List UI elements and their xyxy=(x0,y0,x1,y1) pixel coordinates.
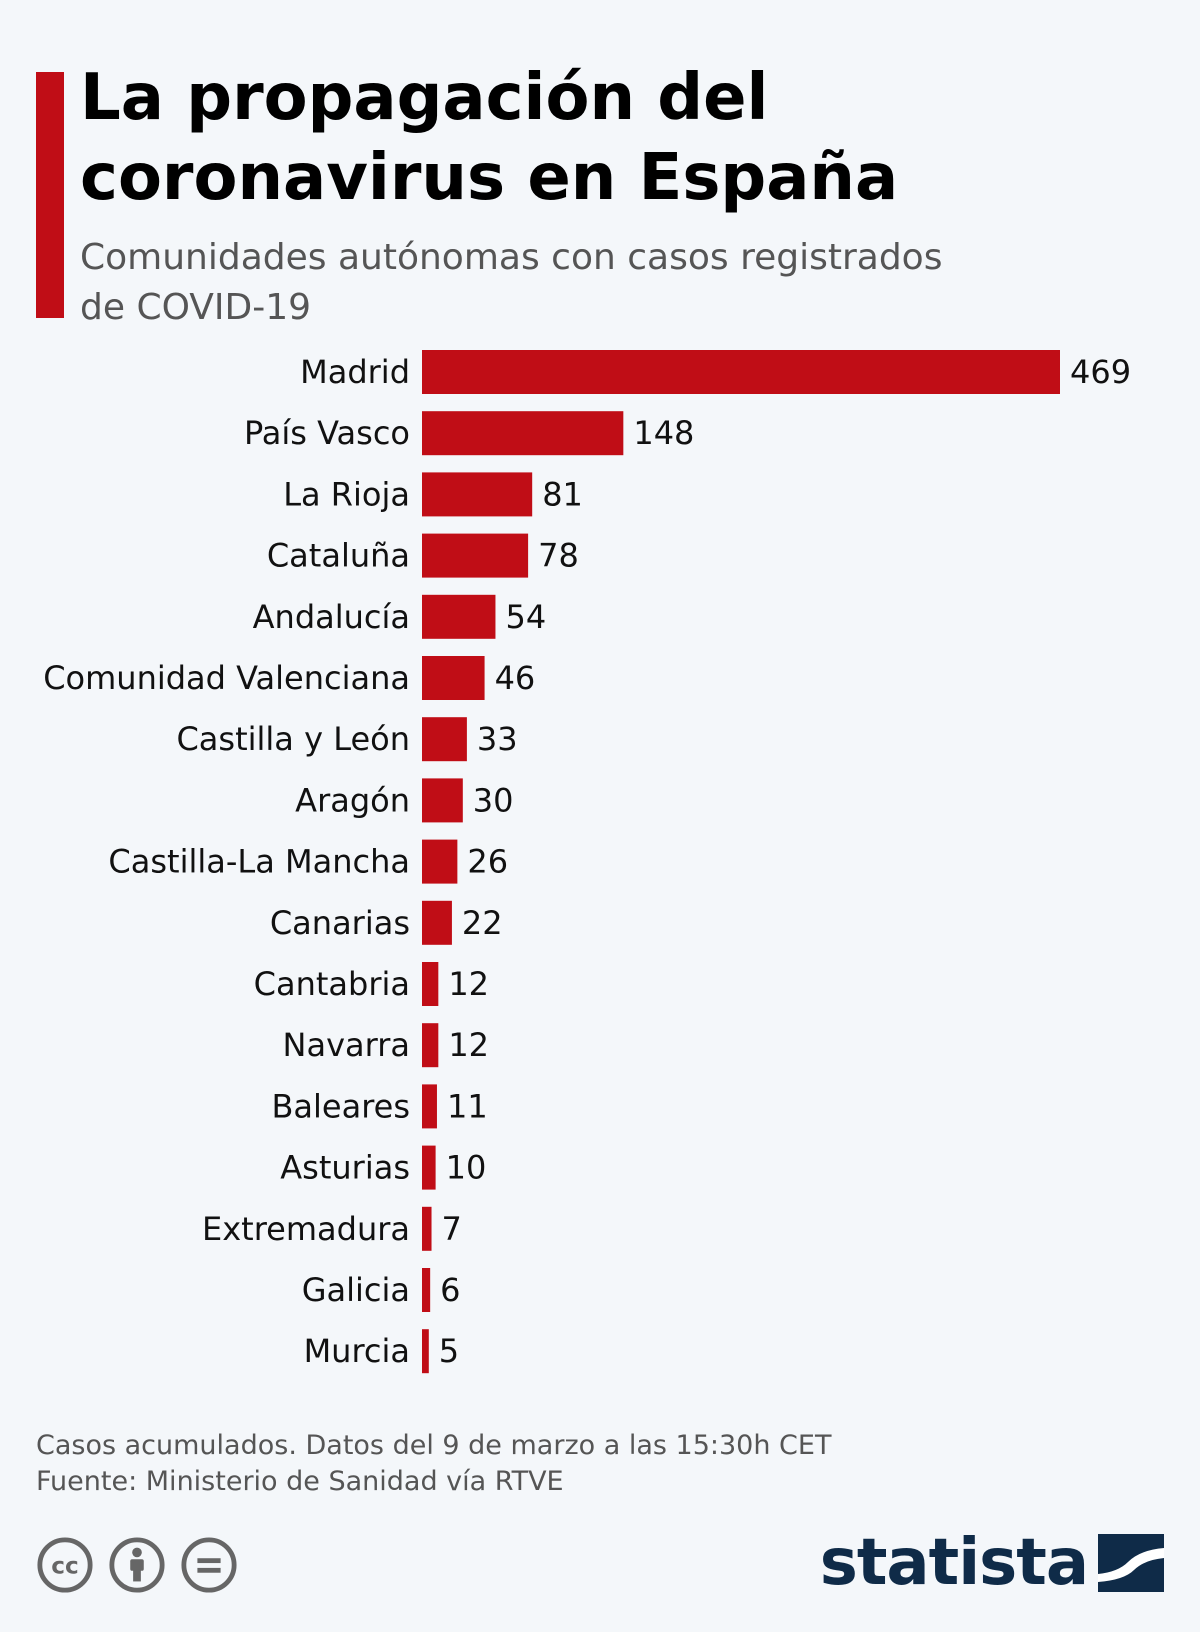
footer-notes: Casos acumulados. Datos del 9 de marzo a… xyxy=(36,1428,1136,1500)
bar-13 xyxy=(422,1145,436,1190)
bar-14 xyxy=(422,1206,432,1251)
category-label: Navarra xyxy=(283,1026,410,1064)
category-label: País Vasco xyxy=(244,414,410,452)
bar-2 xyxy=(422,472,533,517)
category-label: Asturias xyxy=(280,1149,410,1187)
category-label: Comunidad Valenciana xyxy=(43,659,410,697)
bar-4 xyxy=(422,594,496,639)
value-label: 78 xyxy=(538,537,579,575)
bar-0 xyxy=(422,350,1060,394)
nd-icon[interactable] xyxy=(180,1536,238,1594)
bar-chart: Madrid 469 País Vasco 148 La Rioja 81 Cataluña… xyxy=(43,350,1131,1374)
by-icon[interactable] xyxy=(108,1536,166,1594)
category-label: Cataluña xyxy=(267,537,410,575)
value-label: 12 xyxy=(448,1026,489,1064)
title-line-1: La propagación del xyxy=(80,61,769,135)
value-label: 22 xyxy=(462,904,503,942)
bar-12 xyxy=(422,1084,437,1129)
category-label: Aragón xyxy=(295,781,410,819)
statista-logo[interactable]: statista xyxy=(820,1528,1164,1598)
bar-6 xyxy=(422,717,467,762)
value-label: 46 xyxy=(495,659,536,697)
category-label: La Rioja xyxy=(283,475,410,513)
bar-9 xyxy=(422,900,452,945)
category-label: Andalucía xyxy=(253,598,410,636)
bar-7 xyxy=(422,778,463,823)
brand-name: statista xyxy=(819,1526,1089,1600)
statista-logo-icon xyxy=(1098,1534,1164,1592)
category-label: Castilla-La Mancha xyxy=(108,843,410,881)
license-icons: cc xyxy=(36,1536,238,1596)
value-label: 81 xyxy=(542,475,583,513)
subtitle: Comunidades autónomas con casos registra… xyxy=(80,233,1080,333)
value-label: 5 xyxy=(439,1332,459,1370)
value-label: 33 xyxy=(477,720,518,758)
value-label: 469 xyxy=(1070,353,1131,391)
footer-note: Casos acumulados. Datos del 9 de marzo a… xyxy=(36,1430,832,1461)
category-label: Galicia xyxy=(302,1271,410,1309)
bar-16 xyxy=(422,1329,429,1374)
category-label: Madrid xyxy=(300,353,410,391)
value-label: 26 xyxy=(467,843,508,881)
category-label: Baleares xyxy=(271,1087,410,1125)
bar-5 xyxy=(422,656,485,700)
subtitle-line-1: Comunidades autónomas con casos registra… xyxy=(80,237,943,278)
value-label: 30 xyxy=(473,781,514,819)
bar-8 xyxy=(422,839,458,884)
category-label: Canarias xyxy=(270,904,410,942)
bar-1 xyxy=(422,411,624,456)
footer-source: Fuente: Ministerio de Sanidad vía RTVE xyxy=(36,1466,564,1497)
category-label: Extremadura xyxy=(202,1210,410,1248)
value-label: 148 xyxy=(633,414,694,452)
bar-15 xyxy=(422,1268,431,1312)
value-label: 7 xyxy=(442,1210,462,1248)
cc-icon[interactable]: cc xyxy=(36,1536,94,1594)
accent-bar xyxy=(36,72,64,318)
subtitle-line-2: de COVID-19 xyxy=(80,287,312,328)
value-label: 12 xyxy=(448,965,489,1003)
value-label: 6 xyxy=(440,1271,460,1309)
value-label: 11 xyxy=(447,1087,488,1125)
page-title: La propagación del coronavirus en España xyxy=(80,58,1160,218)
bar-3 xyxy=(422,533,529,578)
value-label: 54 xyxy=(505,598,546,636)
bar-10 xyxy=(422,962,439,1006)
title-line-2: coronavirus en España xyxy=(80,141,899,215)
category-label: Castilla y León xyxy=(176,720,410,758)
svg-text:cc: cc xyxy=(51,1553,79,1580)
value-label: 10 xyxy=(446,1149,487,1187)
category-label: Cantabria xyxy=(254,965,410,1003)
category-label: Murcia xyxy=(304,1332,410,1370)
bar-11 xyxy=(422,1023,439,1068)
